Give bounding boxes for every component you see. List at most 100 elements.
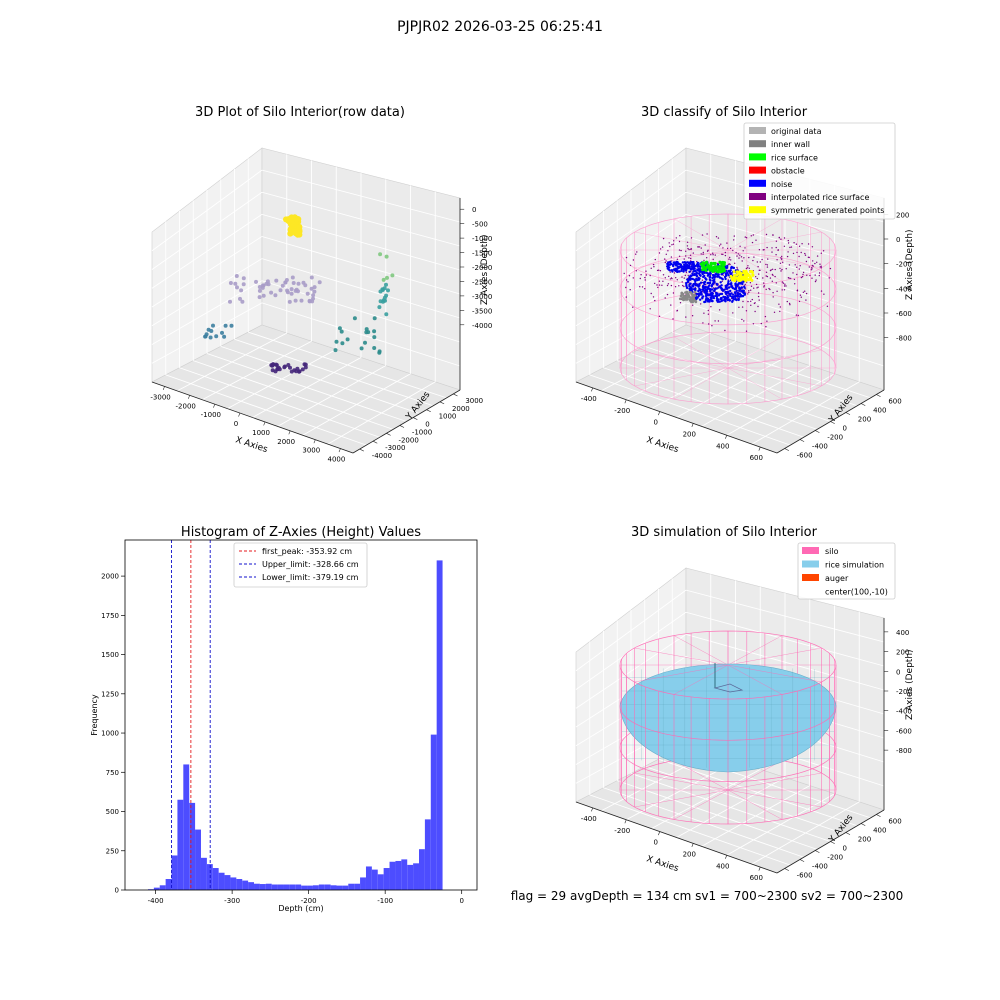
interpolated-point (782, 261, 784, 263)
classify-plot-x-ticks: -400 -200 0 200 400 600 (581, 387, 763, 462)
legend-swatch (749, 179, 766, 187)
noise-point (723, 275, 727, 279)
noise-point (715, 294, 718, 297)
y-tick-label: -1000 (412, 428, 432, 436)
data-point (278, 288, 283, 293)
grid-line (277, 365, 386, 427)
noise-point (689, 274, 692, 278)
interpolated-point (819, 263, 821, 265)
data-point (307, 299, 312, 304)
interpolated-point (664, 277, 666, 279)
noise-point (713, 278, 716, 282)
interpolated-point (734, 262, 736, 264)
interpolated-point (769, 269, 772, 272)
interpolated-point (665, 253, 667, 255)
inner-wall-point (689, 298, 692, 302)
interpolated-point (815, 279, 817, 281)
data-point (339, 329, 344, 334)
data-point (208, 335, 213, 340)
interpolated-point (632, 306, 634, 308)
interpolated-point (765, 275, 767, 277)
rice-surface-point (709, 261, 713, 265)
interpolated-point (676, 258, 679, 260)
raw-plot-z-label: Z Axies (Depth) (480, 234, 490, 305)
data-point (299, 298, 304, 303)
interpolated-point (771, 251, 773, 253)
x-tick-label: 400 (716, 442, 729, 450)
y-tick-label: 3000 (465, 397, 483, 405)
raw-data-3d-plot: 3D Plot of Silo Interior(row data) -3000… (150, 105, 492, 464)
noise-point (707, 273, 711, 276)
noise-point (720, 287, 723, 290)
noise-point (678, 270, 681, 273)
interpolated-point (669, 245, 671, 248)
histogram-bar (224, 875, 231, 890)
interpolated-point (654, 299, 656, 302)
rice-surface-point (722, 269, 726, 273)
interpolated-point (683, 285, 685, 288)
z-tick-label: -3000 (472, 293, 492, 301)
interpolated-point (710, 254, 712, 256)
interpolated-point (768, 287, 770, 290)
interpolated-point (686, 245, 689, 247)
classify-plot-x-label: X Axies (645, 435, 680, 455)
noise-point (740, 290, 743, 293)
grid-line (685, 633, 885, 691)
inner-wall-point (688, 295, 691, 299)
rice-surface-point (700, 264, 704, 268)
interpolated-point (658, 280, 661, 282)
data-point (228, 299, 232, 304)
data-point (282, 364, 287, 369)
histogram-bar (218, 872, 225, 890)
interpolated-point (739, 245, 741, 247)
interpolated-point (748, 291, 750, 293)
histogram-bar (377, 874, 384, 890)
interpolated-point (801, 276, 804, 278)
noise-point (705, 278, 708, 281)
interpolated-point (717, 320, 720, 322)
x-tick-label: 200 (683, 430, 696, 438)
interpolated-point (678, 255, 681, 257)
interpolated-point (629, 264, 632, 267)
tick-mark (758, 866, 761, 871)
interpolated-point (751, 298, 753, 301)
noise-point (726, 271, 729, 275)
interpolated-point (714, 254, 716, 256)
z-tick-label: -2500 (472, 278, 492, 286)
interpolated-point (780, 270, 782, 272)
data-point (287, 299, 292, 304)
interpolated-point (649, 308, 651, 310)
z-tick-label: -200 (896, 688, 912, 696)
interpolated-point (738, 257, 740, 259)
interpolated-point (772, 292, 774, 294)
z-tick-label: 200 (896, 211, 909, 219)
noise-point (697, 263, 700, 267)
interpolated-point (726, 242, 728, 244)
tick-mark (591, 807, 594, 812)
noise-point (701, 297, 704, 300)
noise-point (698, 293, 701, 296)
interpolated-point (762, 277, 764, 279)
x-tick-label: 0 (234, 420, 238, 428)
interpolated-point (787, 277, 790, 279)
noise-point (668, 266, 671, 269)
interpolated-point (706, 257, 708, 259)
noise-point (705, 290, 709, 293)
grid-line (252, 357, 362, 418)
noise-point (738, 287, 742, 290)
x-tick-label: -200 (614, 827, 630, 835)
interpolated-point (812, 260, 814, 262)
histogram-bar (307, 885, 313, 890)
data-point (214, 334, 219, 339)
interpolated-point (781, 281, 784, 283)
interpolated-point (780, 238, 782, 240)
interpolated-point (664, 297, 666, 299)
noise-point (724, 277, 727, 281)
noise-point (717, 286, 720, 289)
interpolated-point (736, 255, 738, 257)
interpolated-point (661, 284, 663, 286)
simulation-plot-x-label: X Axies (645, 854, 680, 874)
interpolated-point (718, 309, 721, 311)
noise-point (700, 290, 703, 294)
